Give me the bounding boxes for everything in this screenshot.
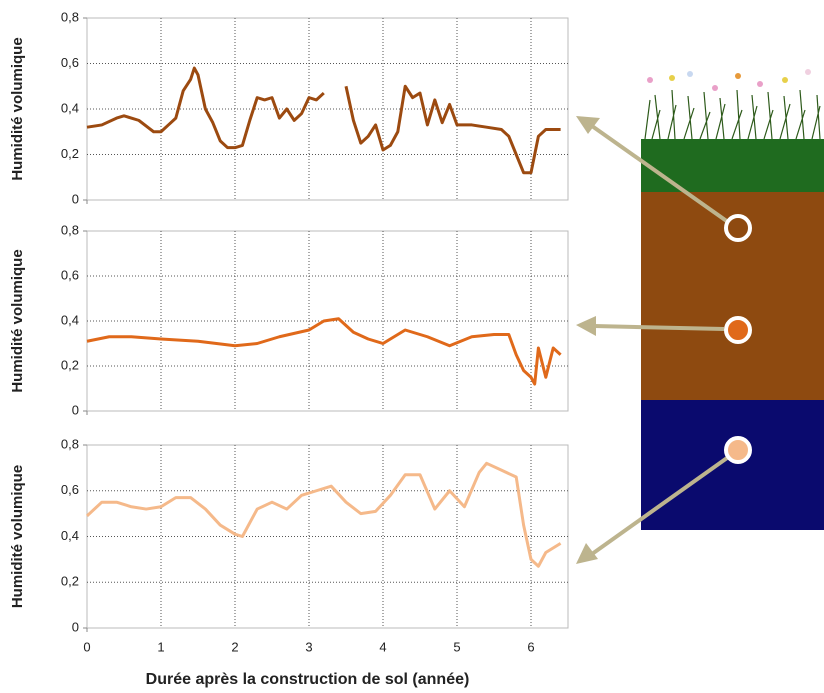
x-tick-label: 1	[157, 639, 164, 654]
flowers	[647, 69, 811, 91]
grass	[644, 89, 821, 140]
data-line	[85, 461, 562, 568]
deep-layer	[641, 400, 824, 530]
marker-top	[724, 214, 752, 242]
data-line	[86, 66, 325, 150]
data-line	[344, 84, 561, 175]
x-axis-label: Durée après la construction de sol (anné…	[146, 671, 470, 688]
y-tick-label: 0,8	[61, 9, 79, 24]
soil-diagram	[576, 69, 824, 564]
y-tick-label: 0,2	[61, 574, 79, 589]
marker-bottom	[724, 436, 752, 464]
x-tick-label: 2	[231, 639, 238, 654]
y-tick-label: 0,6	[61, 55, 79, 70]
x-tick-label: 3	[305, 639, 312, 654]
y-tick-label: 0,4	[61, 312, 79, 327]
y-tick-label: 0	[72, 402, 79, 417]
y-axis-label: Humidité volumique	[9, 249, 26, 392]
y-axis-label: Humidité volumique	[9, 465, 26, 608]
data-line	[86, 317, 562, 386]
y-tick-label: 0,2	[61, 146, 79, 161]
grass-layer	[641, 139, 824, 192]
x-tick-label: 6	[527, 639, 534, 654]
y-tick-label: 0,8	[61, 436, 79, 451]
x-tick-label: 5	[453, 639, 460, 654]
arrows	[576, 116, 730, 564]
x-tick-label: 0	[83, 639, 90, 654]
y-tick-label: 0	[72, 619, 79, 634]
y-tick-label: 0	[72, 191, 79, 206]
y-axis-label: Humidité volumique	[9, 37, 26, 180]
x-tick-label: 4	[379, 639, 386, 654]
y-tick-label: 0,2	[61, 357, 79, 372]
y-tick-label: 0,6	[61, 482, 79, 497]
y-tick-label: 0,8	[61, 222, 79, 237]
y-tick-label: 0,4	[61, 528, 79, 543]
y-tick-label: 0,4	[61, 100, 79, 115]
marker-middle	[724, 316, 752, 344]
y-tick-label: 0,6	[61, 267, 79, 282]
